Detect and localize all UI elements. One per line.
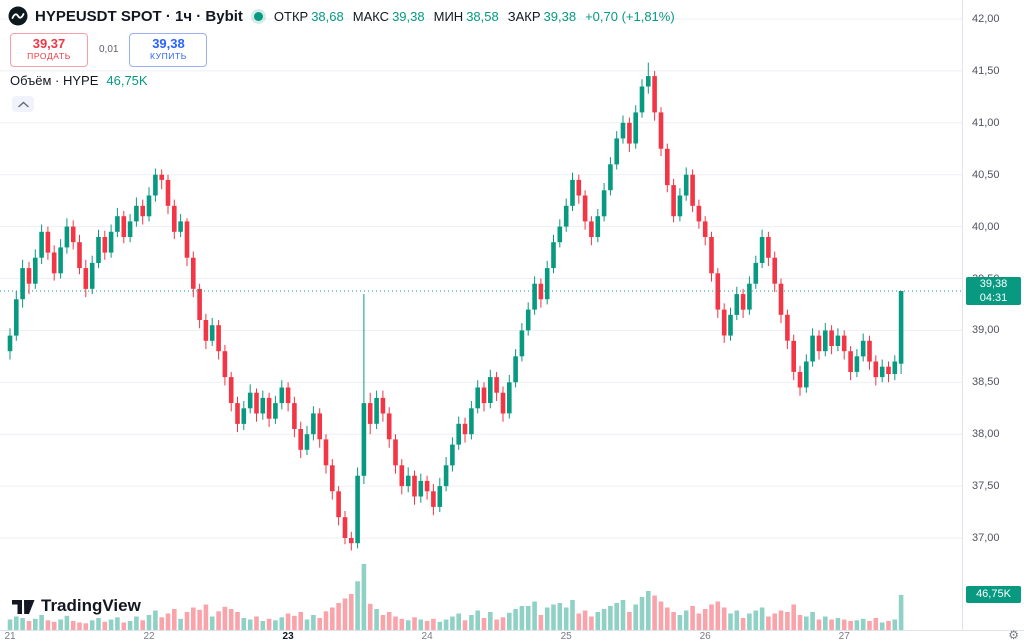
buy-label: КУПИТЬ [149,50,187,61]
spread-value: 0,01 [99,44,119,56]
price-axis-label: 38,50 [972,376,1000,389]
price-axis-label: 40,00 [972,220,1000,233]
price-axis-label: 41,00 [972,116,1000,129]
chevron-up-icon [17,100,29,107]
time-axis-label: 24 [421,631,433,641]
close-value: 39,38 [543,8,577,24]
settings-gear-icon[interactable]: ⚙ [1008,628,1019,641]
volume-value: 46,75K [106,73,148,88]
sell-price: 39,37 [32,36,66,51]
tradingview-logo-text: TradingView [41,596,141,615]
high-value: 39,38 [392,8,425,24]
price-axis-label: 37,00 [972,532,1000,544]
current-volume-value: 46,75K [976,587,1011,600]
hype-symbol-icon [8,6,28,26]
market-status-icon [253,11,263,21]
volume-legend: Объём · HYPE 46,75K [10,73,148,88]
candle-countdown: 04:31 [979,291,1008,304]
open-value: 38,68 [311,8,344,24]
buy-price: 39,38 [152,36,185,51]
low-value: 38,58 [466,8,499,24]
tradingview-mark-icon [12,600,35,614]
ohlc-values: ОТКР 38,68 МАКС 39,38 МИН 38,58 ЗАКР 39,38 +… [274,9,675,24]
chart-legend: HYPEUSDT SPOT · 1ч · Bybit ОТКР 38,68 МАК… [8,6,675,26]
last-price-value: 39,38 [979,277,1008,290]
sell-label: ПРОДАТЬ [27,50,71,61]
volume-label[interactable]: Объём · HYPE [10,73,99,88]
time-axis-label: 25 [560,631,572,641]
price-axis-label: 39,00 [972,324,1000,337]
price-axis[interactable]: 39,38 04:31 46,75K 42,00 41,50 41,00 40,50 4… [962,0,1024,630]
open-label: ОТКР [273,8,309,24]
time-axis[interactable]: 21 22 23 24 25 26 27 [0,630,1024,641]
tradingview-logo[interactable]: TradingView [12,596,141,616]
high-label: МАКС [352,8,390,24]
last-price-badge: 39,38 04:31 [966,276,1021,305]
price-axis-label: 42,00 [972,13,1000,25]
current-volume-badge: 46,75K [966,585,1021,603]
time-axis-label: 22 [143,631,155,641]
price-axis-label: 38,00 [972,428,1000,441]
collapse-legend-button[interactable] [12,96,34,112]
trade-buttons: 39,37 ПРОДАТЬ 0,01 39,38 КУПИТЬ [10,33,208,67]
sell-button[interactable]: 39,37 ПРОДАТЬ [10,33,88,67]
buy-button[interactable]: 39,38 КУПИТЬ [129,33,208,67]
price-axis-label: 41,50 [972,64,1000,77]
change-value: +0,70 (+1,81%) [585,8,675,24]
price-axis-label: 40,50 [972,168,1000,181]
symbol-title[interactable]: HYPEUSDT SPOT · 1ч · Bybit [35,7,243,25]
low-label: МИН [433,8,464,24]
time-axis-label: 27 [838,631,850,641]
time-axis-label: 26 [699,631,711,641]
time-axis-label: 23 [282,631,294,641]
time-axis-label: 21 [4,631,16,641]
close-label: ЗАКР [507,8,541,24]
price-axis-label: 37,50 [972,480,1000,493]
